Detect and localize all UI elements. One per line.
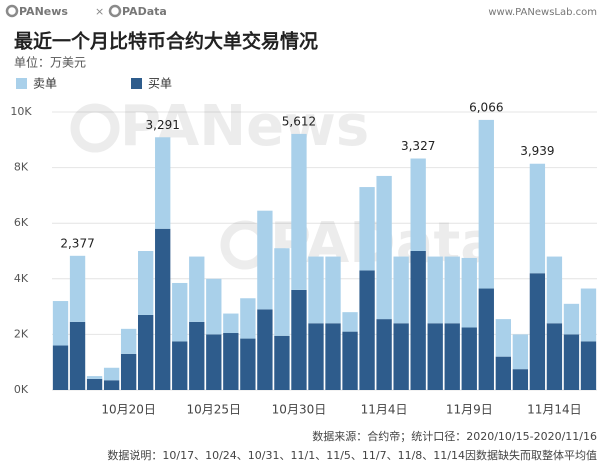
bar-segment (359, 187, 375, 271)
logo: PANews (19, 5, 68, 18)
bar-segment (308, 256, 324, 324)
x-tick-label: 10月30日 (272, 403, 327, 417)
data-label: 3,939 (520, 144, 554, 158)
legend-label: 卖单 (33, 77, 57, 91)
bar-segment (342, 312, 358, 332)
bar-segment (172, 341, 188, 390)
bar-segment (512, 369, 529, 390)
bar-segment (563, 303, 580, 335)
data-label: 3,291 (146, 118, 180, 132)
x-tick-label: 10月20日 (101, 403, 156, 417)
bar-segment (257, 210, 273, 310)
bar-segment (478, 119, 494, 289)
logo-separator: × (95, 5, 104, 18)
bar-segment (376, 319, 392, 390)
bar-segment (69, 255, 86, 322)
bar-segment (86, 378, 103, 390)
y-tick-label: 4K (14, 272, 29, 285)
bar-segment (461, 327, 477, 390)
x-tick-label: 10月25日 (187, 403, 242, 417)
bar-segment (291, 289, 307, 390)
bar-segment (580, 288, 597, 342)
y-tick-label: 8K (14, 161, 29, 174)
bar-segment (172, 282, 188, 342)
data-label: 3,327 (401, 139, 435, 153)
bar-segment (189, 256, 205, 322)
bar-segment (478, 288, 494, 390)
bar-segment (410, 158, 426, 251)
y-tick-label: 10K (10, 105, 32, 118)
bar-segment (308, 323, 324, 390)
bar-segment (427, 256, 443, 324)
data-label: 5,612 (282, 114, 316, 128)
bar-segment (240, 298, 256, 339)
bar-segment (580, 341, 597, 390)
bar-segment (444, 323, 460, 390)
logo: PAData (122, 5, 167, 18)
legend-label: 买单 (148, 77, 172, 91)
bar-segment (274, 248, 290, 336)
source-note: 数据来源：合约帝；统计口径：2020/10/15-2020/11/16 (312, 429, 597, 443)
bar-segment (512, 334, 529, 370)
bar-segment (444, 256, 460, 324)
data-label: 6,066 (469, 100, 503, 114)
bar-segment (325, 323, 341, 390)
y-tick-label: 6K (14, 216, 29, 229)
bar-segment (393, 256, 409, 324)
bar-segment (325, 256, 341, 324)
bar-segment (495, 356, 511, 390)
bar-segment (120, 328, 137, 354)
bar-segment (376, 175, 392, 320)
data-note: 数据说明：10/17、10/24、10/31、11/1、11/5、11/7、11… (107, 448, 597, 462)
site-url: www.PANewsLab.com (488, 7, 597, 18)
bar-segment (240, 338, 256, 390)
bar-segment (138, 251, 154, 315)
watermark-icon (70, 103, 120, 153)
bar-segment (103, 367, 120, 381)
legend-swatch (16, 78, 27, 89)
x-tick-label: 11月4日 (361, 403, 408, 417)
logo-icon (108, 4, 122, 18)
bar-segment (546, 256, 563, 324)
bar-segment (223, 333, 239, 390)
bar-segment (155, 137, 171, 229)
bar-segment (529, 163, 546, 274)
bar-segment (274, 335, 290, 390)
x-tick-label: 11月14日 (527, 403, 582, 417)
bar-segment (410, 251, 426, 390)
bar-segment (189, 321, 205, 390)
y-tick-label: 2K (14, 327, 29, 340)
bar-segment (461, 257, 477, 328)
logo-icon (5, 4, 19, 18)
bar-segment (155, 228, 171, 390)
bar-segment (495, 319, 511, 357)
bar-segment (86, 376, 103, 379)
bar-segment (103, 380, 120, 390)
bar-segment (563, 334, 580, 390)
bar-segment (529, 273, 546, 390)
data-label: 2,377 (60, 236, 94, 250)
bar-segment (359, 270, 375, 390)
bar-segment (69, 321, 86, 390)
y-tick-label: 0K (14, 383, 29, 396)
bar-segment (223, 313, 239, 334)
bar-segment (427, 323, 443, 390)
bar-segment (138, 314, 154, 390)
bar-segment (257, 309, 273, 390)
bar-segment (291, 133, 307, 290)
bar-segment (393, 323, 409, 390)
bar-segment (52, 345, 69, 390)
bar-segment (206, 278, 222, 335)
legend-swatch (131, 78, 142, 89)
bar-segment (342, 331, 358, 390)
bar-segment (52, 301, 69, 346)
bar-segment (546, 323, 563, 390)
subtitle: 单位：万美元 (14, 55, 86, 70)
bar-segment (206, 334, 222, 390)
bar-segment (120, 353, 137, 390)
chart-title: 最近一个月比特币合约大单交易情况 (14, 30, 318, 53)
x-tick-label: 11月9日 (446, 403, 493, 417)
